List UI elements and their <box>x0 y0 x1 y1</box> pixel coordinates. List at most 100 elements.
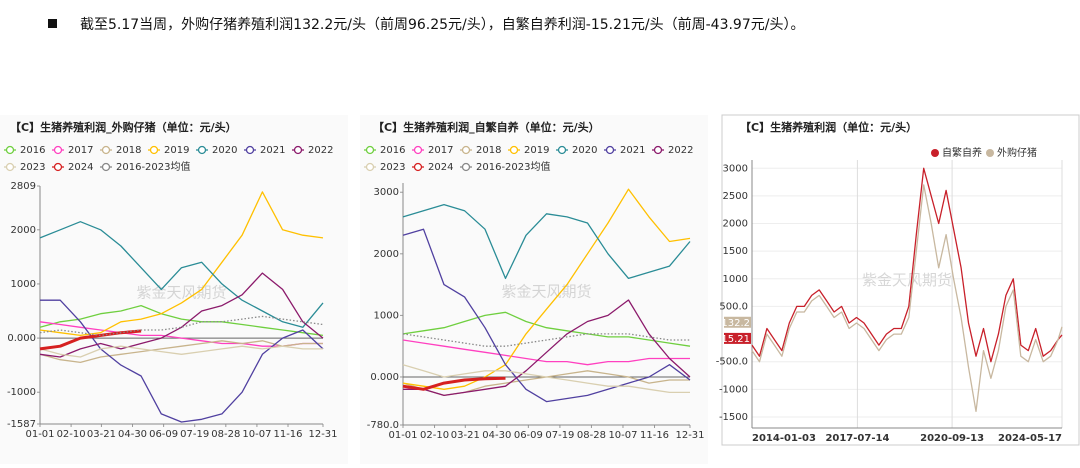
legend-label: 2024 <box>68 162 93 173</box>
legend-marker <box>245 145 255 155</box>
panel <box>721 114 1080 446</box>
series-line <box>39 191 324 337</box>
legend-marker <box>53 162 63 172</box>
legend-marker <box>461 145 471 155</box>
legend-label: 2019 <box>164 145 189 156</box>
header-text: 截至5.17当周，外购仔猪养殖利润132.2元/头（前周96.25元/头），自繁… <box>80 16 804 33</box>
y-tick-label: 3000 <box>374 187 399 198</box>
x-tick-label: 07-19 <box>180 429 209 440</box>
series-line <box>39 321 323 347</box>
y-tick-label: 0.000 <box>7 333 36 344</box>
end-label-box <box>724 316 751 328</box>
bullet <box>48 19 57 28</box>
x-tick-label: 08-28 <box>577 430 606 441</box>
x-tick-label: 01-01 <box>388 430 417 441</box>
legend-label: 2017 <box>428 145 453 156</box>
x-tick-label: 12-31 <box>308 429 337 440</box>
series-line <box>403 299 691 397</box>
y-tick-label: 1000 <box>11 279 36 290</box>
legend-marker <box>653 145 663 155</box>
y-tick-label: -1000 <box>719 384 748 395</box>
legend-label: 2020 <box>212 145 237 156</box>
legend-marker <box>986 149 994 157</box>
legend-marker <box>557 145 567 155</box>
legend-label: 2016-2023均值 <box>476 160 551 173</box>
legend-label: 2024 <box>428 162 453 173</box>
watermark: 紫金天风期货 <box>862 271 952 289</box>
legend-marker <box>197 145 207 155</box>
x-tick-label: 04-30 <box>118 429 147 440</box>
y-tick-label: -1000 <box>7 387 36 398</box>
series-line <box>40 299 324 423</box>
x-tick-label: 2017-07-14 <box>825 433 889 444</box>
x-tick-label: 12-31 <box>675 430 704 441</box>
legend-marker <box>101 162 111 172</box>
legend-label: 2016 <box>20 145 45 156</box>
x-tick-label: 10-07 <box>608 430 637 441</box>
legend-marker <box>5 145 15 155</box>
legend-label: 2023 <box>380 162 405 173</box>
legend-marker <box>605 145 615 155</box>
x-tick-label: 03-21 <box>451 430 480 441</box>
series-line <box>751 167 1063 363</box>
x-tick-label: 2014-01-03 <box>752 433 816 444</box>
legend-label: 2023 <box>20 162 45 173</box>
y-tick-label: -780.0 <box>367 420 399 431</box>
end-label: -15.21 <box>718 334 750 345</box>
legend-label: 自繁自养 <box>942 146 982 159</box>
x-tick-label: 2020-09-13 <box>920 433 984 444</box>
legend-marker <box>53 145 63 155</box>
y-tick-label: 1500 <box>723 246 748 257</box>
x-tick-label: 01-01 <box>25 429 54 440</box>
legend-marker <box>149 145 159 155</box>
x-tick-label: 02-10 <box>420 430 449 441</box>
x-tick-label: 06-09 <box>514 430 543 441</box>
legend-label: 2018 <box>116 145 141 156</box>
legend-marker <box>365 145 375 155</box>
panel <box>360 115 708 464</box>
x-tick-label: 11-16 <box>273 429 302 440</box>
legend-label: 2022 <box>308 145 333 156</box>
legend-label: 2022 <box>668 145 693 156</box>
legend-marker <box>509 145 519 155</box>
chart-title: 【C】生猪养殖利润_自繁自养（单位：元/头） <box>373 120 600 134</box>
legend-label: 2021 <box>620 145 645 156</box>
legend-label: 2019 <box>524 145 549 156</box>
series-line <box>39 345 323 358</box>
series-line <box>39 315 324 337</box>
watermark: 紫金天风期货 <box>136 284 226 302</box>
x-tick-label: 2024-05-17 <box>998 433 1062 444</box>
x-tick-label: 11-16 <box>640 430 669 441</box>
legend-label: 2016 <box>380 145 405 156</box>
y-tick-label: 2809 <box>11 181 36 192</box>
series-line <box>402 339 690 366</box>
legend-label: 2016-2023均值 <box>116 160 191 173</box>
y-tick-label: 2000 <box>723 219 748 230</box>
y-tick-label: 500.0 <box>719 301 748 312</box>
y-tick-label: 1000 <box>374 310 399 321</box>
legend-marker <box>413 162 423 172</box>
y-tick-label: 2000 <box>374 249 399 260</box>
y-tick-label: -1500 <box>719 412 748 423</box>
x-tick-label: 07-19 <box>545 430 574 441</box>
legend-marker <box>461 162 471 172</box>
series-line <box>402 311 691 347</box>
legend-marker <box>5 162 15 172</box>
legend-marker <box>293 145 303 155</box>
panel <box>0 115 348 464</box>
series-line <box>402 333 690 347</box>
legend-marker <box>101 145 111 155</box>
end-label: 132.2 <box>721 318 750 329</box>
series-line <box>39 340 323 364</box>
x-tick-label: 04-30 <box>482 430 511 441</box>
y-tick-label: 2500 <box>723 191 748 202</box>
series-line <box>402 228 691 403</box>
chart-title: 【C】生猪养殖利润（单位：元/头） <box>740 120 917 134</box>
series-line <box>39 304 324 337</box>
series-line <box>402 364 690 394</box>
legend-label: 2020 <box>572 145 597 156</box>
y-tick-label: -1587 <box>7 419 36 430</box>
x-tick-label: 03-21 <box>87 429 116 440</box>
series-line <box>402 203 691 280</box>
